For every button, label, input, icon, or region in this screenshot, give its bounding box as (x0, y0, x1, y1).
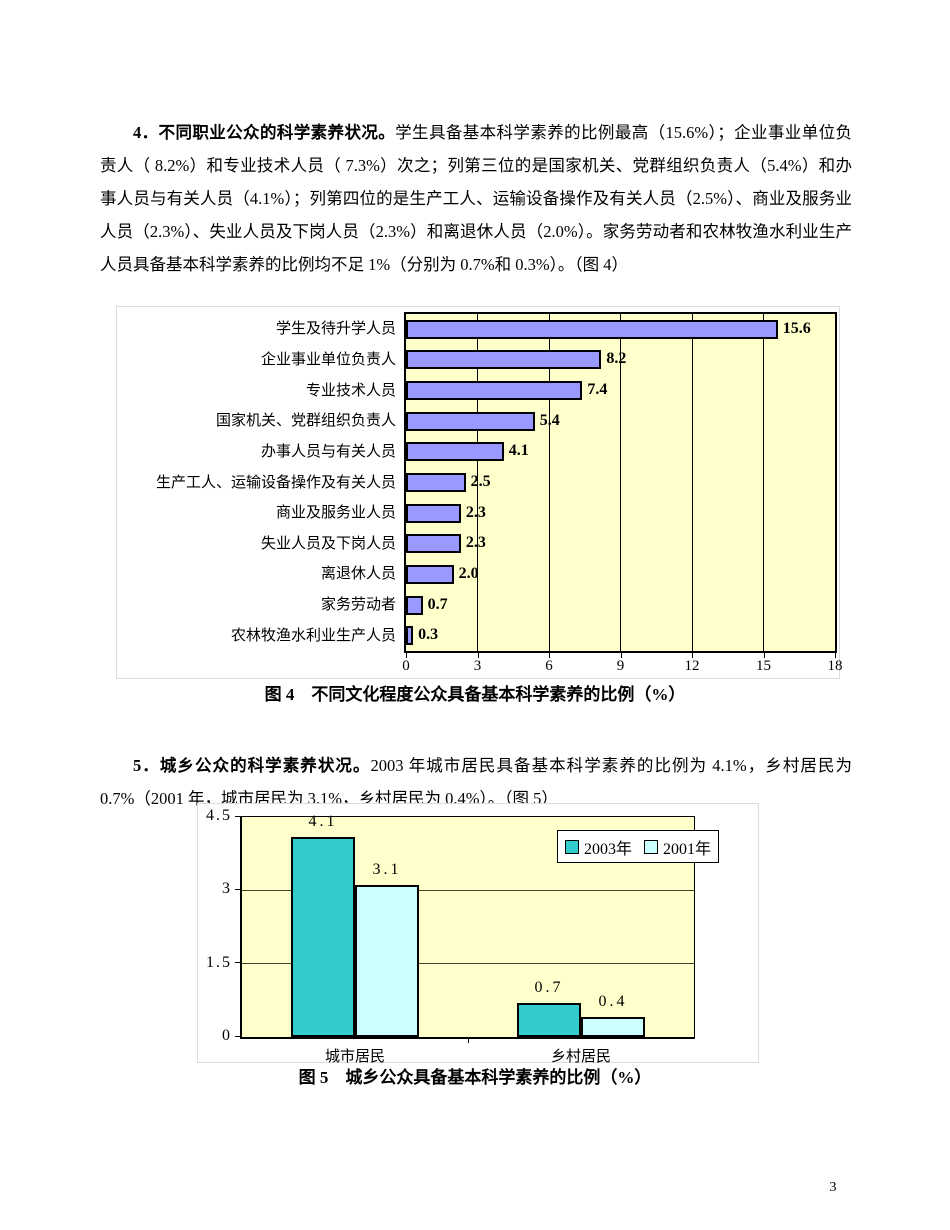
figure5-value-label: 4.1 (308, 812, 338, 830)
figure4-caption: 图 4 不同文化程度公众具备基本科学素养的比例（%） (264, 685, 686, 704)
figure5-bar (291, 836, 355, 1037)
figure4-axis-tick (835, 653, 836, 658)
figure5-legend-label-2003: 2003年 (583, 840, 632, 858)
figure4-bar-value: 7.4 (587, 381, 608, 399)
figure5-value-label: 0.7 (534, 978, 564, 996)
figure4-category-label: 国家机关、党群组织负责人 (215, 413, 396, 430)
figure5-y-axis-tick (235, 888, 241, 890)
figure5-caption: 图 5 城乡公众具备基本科学素养的比例（%） (298, 1068, 652, 1087)
figure5-x-category-label: 城市居民 (324, 1049, 386, 1065)
figure5-legend-label-2001: 2001年 (663, 840, 712, 858)
figure4-bar (406, 534, 461, 554)
figure5-y-axis-tick (235, 1035, 241, 1037)
figure4-bar-value: 2.5 (470, 473, 491, 490)
figure4-gridline (620, 314, 621, 651)
figure4-x-tick-label: 12 (684, 658, 700, 674)
figure4-bar-value: 4.1 (508, 442, 529, 460)
figure5-bar (581, 1017, 645, 1037)
figure4-axis-tick (549, 653, 550, 658)
figure4-bar-value: 2.3 (465, 503, 486, 521)
figure4-axis-tick (692, 653, 693, 658)
figure4-category-label: 生产工人、运输设备操作及有关人员 (155, 474, 396, 491)
figure4-category-label: 专业技术人员 (305, 382, 396, 399)
figure4-bar (406, 350, 602, 370)
figure4-bar-value: 5.4 (539, 411, 560, 429)
figure5-legend-item-2001: 2001年 (644, 835, 711, 859)
paragraph-4-body: 学生具备基本科学素养的比例最高（15.6%）；企业事业单位负责人（ 8.2%）和… (100, 122, 852, 274)
figure4-bar-value: 0.7 (427, 595, 448, 613)
figure5-x-category-label: 乡村居民 (550, 1049, 612, 1065)
paragraph-4-heading: 4．不同职业公众的科学素养状况。 (133, 122, 396, 142)
figure5-value-label: 3.1 (372, 861, 402, 879)
figure4-plot-area: 15.6 8.2 7.4 5.4 4.1 2.5 2.3 2.3 2.0 0.7 0.3 (404, 312, 837, 653)
figure4-gridline (763, 314, 764, 651)
figure4-bar (406, 319, 778, 339)
figure4-category-label: 农林牧渔水利业生产人员 (230, 627, 396, 644)
figure5-y-axis-tick (235, 815, 241, 817)
figure4-bar (406, 595, 423, 615)
figure5-gridline (242, 889, 694, 891)
figure5-legend-swatch-2001 (644, 839, 658, 854)
figure4-category-label: 离退休人员 (320, 566, 396, 583)
figure5-chart: 0 1.5 3 4.5 2003年 2001年 4.1 3.1 0.7 0.4 城市居民 乡村… (197, 803, 759, 1065)
figure5-y-tick-label: 4.5 (206, 807, 232, 824)
figure5-legend: 2003年 2001年 (557, 830, 719, 863)
figure4-x-tick-label: 0 (402, 658, 410, 674)
figure5-legend-item-2003: 2003年 (564, 835, 632, 859)
figure4-gridline (548, 314, 550, 651)
figure4-bar (406, 381, 583, 401)
figure4-category-label: 企业事业单位负责人 (260, 351, 396, 368)
figure5-y-axis-tick (235, 962, 241, 964)
figure4-gridline (477, 314, 478, 651)
figure4-x-tick-label: 6 (545, 658, 553, 674)
figure4-bar (406, 411, 535, 431)
figure4-x-tick-label: 15 (756, 658, 771, 674)
figure4-x-tick-label: 9 (616, 658, 625, 674)
paragraph-occupation-literacy: 4．不同职业公众的科学素养状况。学生具备基本科学素养的比例最高（15.6%）；企… (100, 116, 852, 281)
figure5-y-tick-label: 0 (222, 1027, 232, 1044)
figure5-bar (517, 1002, 581, 1037)
figure4-axis-tick (763, 653, 765, 658)
figure4-x-tick-label: 3 (473, 658, 482, 674)
figure5-y-tick-label: 1.5 (206, 953, 232, 971)
figure4-category-label: 办事人员与有关人员 (260, 443, 396, 460)
figure5-y-tick-label: 3 (222, 880, 232, 898)
figure4-bar (406, 503, 461, 523)
figure5-bar (355, 885, 419, 1037)
paragraph-5-body: 2003 年城市居民具备基本科学素养的比例为 4.1%，乡村居民为 0.7%（2… (100, 755, 852, 808)
figure4-axis-tick (620, 653, 622, 658)
figure4-bar-value: 15.6 (782, 319, 811, 337)
figure5-x-axis-tick (468, 1038, 469, 1043)
figure4-x-tick-label: 18 (827, 658, 843, 674)
figure5-plot-area: 2003年 2001年 4.1 3.1 0.7 0.4 (240, 812, 719, 1039)
figure4-gridline (691, 314, 693, 651)
paragraph-5-heading: 5．城乡公众的科学素养状况。 (133, 755, 371, 775)
figure4-category-label: 学生及待升学人员 (275, 321, 396, 338)
figure4-axis-tick (477, 653, 479, 658)
figure4-bar (406, 442, 504, 462)
figure4-category-label: 失业人员及下岗人员 (260, 535, 396, 552)
figure4-bar-value: 2.0 (458, 564, 479, 582)
figure5-legend-swatch-2003 (564, 839, 579, 854)
figure4-chart: 学生及待升学人员企业事业单位负责人专业技术人员国家机关、党群组织负责人办事人员与… (116, 306, 843, 679)
paragraph-urban-rural-literacy: 5．城乡公众的科学素养状况。2003 年城市居民具备基本科学素养的比例为 4.1… (100, 749, 852, 815)
figure4-category-label: 家务劳动者 (320, 597, 396, 614)
figure4-category-label: 商业及服务业人员 (275, 505, 396, 522)
figure4-axis-tick (406, 653, 407, 658)
page-number: 3 (829, 1180, 837, 1195)
figure4-bar-value: 2.3 (465, 534, 486, 552)
figure4-bar (406, 564, 454, 584)
figure4-bar (406, 626, 414, 646)
figure4-bar-value: 0.3 (418, 626, 439, 644)
figure4-bar-value: 8.2 (606, 350, 627, 368)
figure5-gridline (242, 963, 694, 965)
figure4-bar (406, 473, 466, 492)
figure5-value-label: 0.4 (598, 993, 628, 1011)
